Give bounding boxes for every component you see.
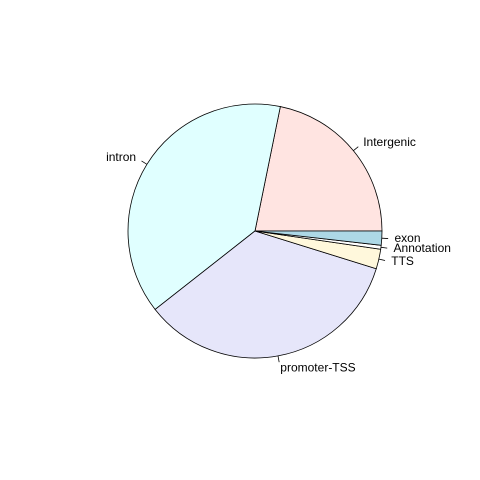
slice-label-intergenic: Intergenic [363,135,416,149]
label-tick-promoter-tss [277,355,280,363]
slice-label-intron: intron [106,150,136,164]
pie-slice-intron [127,103,281,311]
label-tick-intergenic [353,146,359,151]
label-tick-intron [141,160,148,165]
label-tick-annotation [380,246,388,249]
slice-label-annotation: Annotation [394,241,451,255]
pie-slice-intergenic [254,106,383,232]
pie-slices [127,103,383,359]
slice-label-exon: exon [394,231,420,245]
label-ticks [141,146,389,363]
slice-label-promoter-tss: promoter-TSS [280,361,355,375]
slice-label-tts: TTS [391,254,414,268]
pie-slice-exon [254,230,383,246]
slice-labels: Intergenic intron promoter-TSS TTSAnnotatio… [106,135,451,375]
label-tick-tts [378,258,386,261]
